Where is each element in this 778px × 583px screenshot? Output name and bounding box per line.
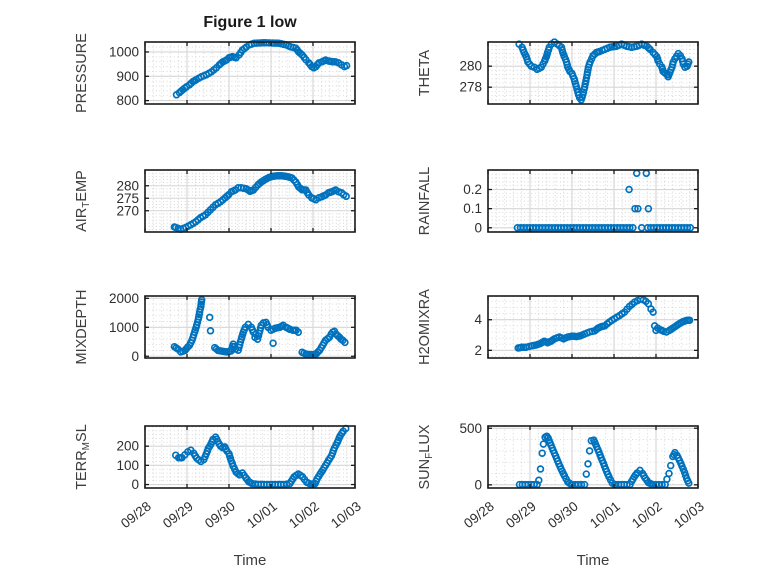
ytick-label: 2 bbox=[474, 343, 482, 358]
ylabel-mixdepth: MIXDEPTH bbox=[74, 290, 90, 365]
xtick-label: 10/02 bbox=[286, 499, 322, 532]
ytick-label: 1000 bbox=[109, 320, 139, 335]
ytick-label: 2000 bbox=[109, 291, 139, 306]
xtick-label: 09/30 bbox=[545, 499, 581, 532]
ytick-label: 0 bbox=[474, 477, 482, 492]
xlabel-left: Time bbox=[233, 552, 267, 569]
ytick-label: 900 bbox=[116, 69, 139, 84]
series-air-temp bbox=[170, 172, 350, 233]
ytick-label: 1000 bbox=[109, 44, 139, 59]
xlabel-right: Time bbox=[576, 552, 610, 569]
subplot-mixdepth: 0 1000 2000 MIXDEPTH bbox=[74, 290, 356, 365]
subplot-h2omixra: 2 4 H2OMIXRA bbox=[417, 289, 699, 365]
ylabel-rainfall: RAINFALL bbox=[417, 167, 433, 236]
figure-title: Figure 1 low bbox=[203, 14, 297, 31]
series-terr-msl bbox=[171, 424, 350, 489]
ytick-label: 280 bbox=[459, 59, 482, 74]
ytick-label: 0.1 bbox=[463, 201, 482, 216]
xtick-label: 09/29 bbox=[503, 499, 539, 532]
ytick-label: 278 bbox=[459, 80, 482, 95]
xtick-label: 09/28 bbox=[461, 499, 497, 532]
ytick-label: 0.2 bbox=[463, 182, 482, 197]
xtick-label: 10/03 bbox=[328, 499, 364, 532]
ylabel-pressure: PRESSURE bbox=[74, 33, 90, 113]
xtick-label: 09/29 bbox=[160, 499, 196, 532]
ytick-label: 500 bbox=[459, 421, 482, 436]
ylabel-h2omixra: H2OMIXRA bbox=[417, 289, 433, 365]
subplot-rainfall: 0 0.1 0.2 RAINFALL bbox=[417, 167, 699, 236]
series-mixdepth bbox=[170, 296, 349, 359]
subplot-pressure: 800 900 1000 PRESSURE bbox=[74, 33, 356, 113]
xtick-label: 10/01 bbox=[587, 499, 623, 532]
xtick-label: 10/02 bbox=[629, 499, 665, 532]
xtick-label: 10/03 bbox=[671, 499, 707, 532]
ytick-label: 275 bbox=[116, 191, 139, 206]
ytick-label: 0 bbox=[474, 220, 482, 235]
ytick-label: 0 bbox=[131, 349, 139, 364]
series-h2omixra bbox=[514, 295, 694, 352]
subplot-terr-msl: 0 100 200 TERRMSL 09/28 09/29 09/30 10/01 10/02 1… bbox=[74, 424, 364, 531]
ylabel-terr-msl: TERRMSL bbox=[74, 424, 92, 490]
ytick-label: 0 bbox=[131, 477, 139, 492]
series-sun-flux bbox=[515, 432, 693, 489]
ylabel-theta: THETA bbox=[417, 49, 433, 96]
ytick-label: 280 bbox=[116, 178, 139, 193]
ylabel-sun-flux: SUNFLUX bbox=[417, 424, 435, 489]
ytick-label: 800 bbox=[116, 93, 139, 108]
ytick-label: 270 bbox=[116, 203, 139, 218]
ytick-label: 4 bbox=[474, 312, 482, 327]
series-rainfall bbox=[513, 169, 695, 232]
subplot-sun-flux: 0 500 SUNFLUX 09/28 09/29 09/30 10/01 10/02 10/0… bbox=[417, 421, 707, 531]
series-theta bbox=[515, 38, 693, 104]
xtick-label: 09/28 bbox=[118, 499, 154, 532]
ylabel-air-temp: AIRTEMP bbox=[74, 170, 92, 232]
subplot-theta: 278 280 THETA bbox=[417, 38, 699, 105]
ytick-label: 100 bbox=[116, 458, 139, 473]
xtick-label: 09/30 bbox=[202, 499, 238, 532]
ytick-label: 200 bbox=[116, 439, 139, 454]
series-pressure bbox=[172, 38, 351, 99]
xtick-label: 10/01 bbox=[244, 499, 280, 532]
